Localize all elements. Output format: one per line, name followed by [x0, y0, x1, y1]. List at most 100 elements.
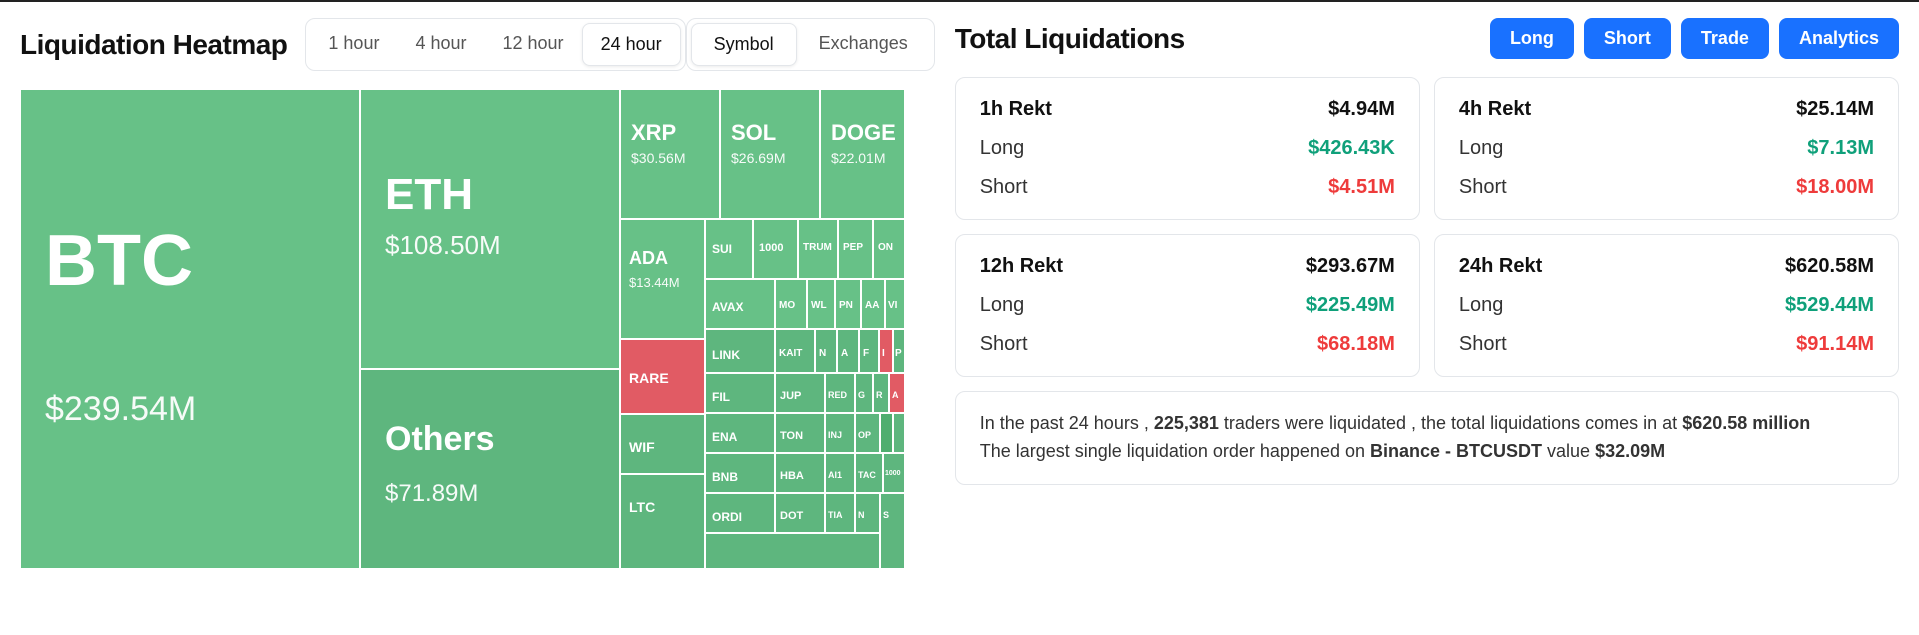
treemap-cell-DOT[interactable]: DOT — [775, 493, 825, 533]
stat-card-4h-rekt: 4h Rekt$25.14MLong$7.13MShort$18.00M — [1434, 77, 1899, 220]
treemap-cell-S[interactable]: S — [880, 493, 905, 569]
treemap-cell-blank[interactable] — [705, 533, 880, 569]
treemap-cell-LTC[interactable]: LTC — [620, 474, 705, 569]
action-buttons-group: LongShortTradeAnalytics — [1490, 18, 1899, 59]
treemap-cell-G[interactable]: G — [855, 373, 873, 413]
treemap-cell-R[interactable]: R — [873, 373, 889, 413]
time-tab-24-hour[interactable]: 24 hour — [582, 23, 681, 66]
treemap-cell-F[interactable]: F — [859, 329, 879, 373]
treemap-cell-I[interactable]: I — [879, 329, 893, 373]
stat-short-value: $91.14M — [1796, 333, 1874, 356]
view-tab-exchanges[interactable]: Exchanges — [797, 23, 930, 66]
stat-short-label: Short — [980, 176, 1028, 199]
stat-short-label: Short — [1459, 333, 1507, 356]
treemap-cell-RARE[interactable]: RARE — [620, 339, 705, 414]
treemap-cell-TIA[interactable]: TIA — [825, 493, 855, 533]
treemap-cell-SOL[interactable]: SOL$26.69M — [720, 89, 820, 219]
stat-card-12h-rekt: 12h Rekt $293.67M Long $225.49M Short $68.18M — [955, 234, 1420, 377]
treemap-cell-1000[interactable]: 1000 — [883, 453, 905, 493]
stat-total: $293.67M — [1306, 255, 1395, 278]
treemap-cell-A[interactable]: A — [889, 373, 905, 413]
stat-short-value: $68.18M — [1317, 333, 1395, 356]
long-button[interactable]: Long — [1490, 18, 1574, 59]
treemap-cell-N[interactable]: N — [815, 329, 837, 373]
stat-long-value: $529.44M — [1785, 294, 1874, 317]
treemap-cell-KAIT[interactable]: KAIT — [775, 329, 815, 373]
treemap-cell-AA[interactable]: AA — [861, 279, 885, 329]
stat-short-label: Short — [980, 333, 1028, 356]
treemap-cell-HBA[interactable]: HBA — [775, 453, 825, 493]
treemap-cell-SUI[interactable]: SUI — [705, 219, 753, 279]
treemap-cell-PEP[interactable]: PEP — [838, 219, 873, 279]
liquidation-treemap: BTC$239.54METH$108.50MOthers$71.89M XRP$3… — [20, 89, 905, 569]
short-button[interactable]: Short — [1584, 18, 1671, 59]
stat-long-label: Long — [980, 137, 1025, 160]
treemap-cell-BTC[interactable]: BTC$239.54M — [20, 89, 360, 569]
treemap-cell-DOGE[interactable]: DOGE$22.01M — [820, 89, 905, 219]
treemap-cell-FIL[interactable]: FIL — [705, 373, 775, 413]
view-mode-tabs: SymbolExchanges — [686, 18, 935, 71]
treemap-cell-VI[interactable]: VI — [885, 279, 905, 329]
treemap-cell-blank[interactable] — [880, 413, 893, 453]
stat-title: 12h Rekt — [980, 255, 1063, 278]
treemap-cell-ENA[interactable]: ENA — [705, 413, 775, 453]
treemap-cell-ON[interactable]: ON — [873, 219, 905, 279]
treemap-cell-TON[interactable]: TON — [775, 413, 825, 453]
stat-total: $25.14M — [1796, 98, 1874, 121]
treemap-cell-ETH[interactable]: ETH$108.50M — [360, 89, 620, 369]
stat-long-label: Long — [980, 294, 1025, 317]
totals-header: Total Liquidations LongShortTradeAnalyti… — [955, 18, 1899, 59]
stat-short-label: Short — [1459, 176, 1507, 199]
stat-title: 4h Rekt — [1459, 98, 1531, 121]
treemap-cell-XRP[interactable]: XRP$30.56M — [620, 89, 720, 219]
treemap-cell-MO[interactable]: MO — [775, 279, 807, 329]
treemap-cell-PN[interactable]: PN — [835, 279, 861, 329]
treemap-cell-JUP[interactable]: JUP — [775, 373, 825, 413]
stat-title: 24h Rekt — [1459, 255, 1542, 278]
summary-traders-count: 225,381 — [1154, 413, 1219, 433]
stat-long-label: Long — [1459, 137, 1504, 160]
stat-total: $620.58M — [1785, 255, 1874, 278]
summary-text-part: value — [1542, 441, 1595, 461]
time-tab-12-hour[interactable]: 12 hour — [485, 23, 582, 66]
summary-text-part: traders were liquidated , the total liqu… — [1219, 413, 1682, 433]
treemap-cell-LINK[interactable]: LINK — [705, 329, 775, 373]
treemap-cell-blank[interactable] — [893, 413, 905, 453]
treemap-cell-TRUM[interactable]: TRUM — [798, 219, 838, 279]
time-range-tabs: 1 hour4 hour12 hour24 hour — [305, 18, 685, 71]
stats-cards: 1h Rekt$4.94MLong$426.43KShort$4.51M4h R… — [955, 77, 1899, 377]
stat-card-1h-rekt: 1h Rekt$4.94MLong$426.43KShort$4.51M — [955, 77, 1420, 220]
treemap-cell-Others[interactable]: Others$71.89M — [360, 369, 620, 569]
total-liquidations-title: Total Liquidations — [955, 23, 1185, 55]
treemap-cell-N[interactable]: N — [855, 493, 880, 533]
treemap-cell-WL[interactable]: WL — [807, 279, 835, 329]
stat-long-value: $225.49M — [1306, 294, 1395, 317]
treemap-cell-P[interactable]: P — [893, 329, 905, 373]
time-tab-1-hour[interactable]: 1 hour — [310, 23, 397, 66]
stat-long-value: $7.13M — [1807, 137, 1874, 160]
treemap-cell-AI1[interactable]: AI1 — [825, 453, 855, 493]
analytics-button[interactable]: Analytics — [1779, 18, 1899, 59]
treemap-cell-1000[interactable]: 1000 — [753, 219, 798, 279]
treemap-cell-ADA[interactable]: ADA$13.44M — [620, 219, 705, 339]
summary-text-part: In the past 24 hours , — [980, 413, 1154, 433]
summary-total: $620.58 million — [1682, 413, 1810, 433]
stat-title: 1h Rekt — [980, 98, 1052, 121]
treemap-cell-AVAX[interactable]: AVAX — [705, 279, 775, 329]
stat-card-24h-rekt: 24h Rekt $620.58M Long $529.44M Short $91.14M — [1434, 234, 1899, 377]
stat-short-value: $4.51M — [1328, 176, 1395, 199]
treemap-cell-OP[interactable]: OP — [855, 413, 880, 453]
treemap-cell-BNB[interactable]: BNB — [705, 453, 775, 493]
view-tab-symbol[interactable]: Symbol — [691, 23, 797, 66]
treemap-cell-ORDI[interactable]: ORDI — [705, 493, 775, 533]
stat-long-value: $426.43K — [1308, 137, 1395, 160]
treemap-cell-A[interactable]: A — [837, 329, 859, 373]
treemap-cell-INJ[interactable]: INJ — [825, 413, 855, 453]
stat-long-label: Long — [1459, 294, 1504, 317]
treemap-cell-RED[interactable]: RED — [825, 373, 855, 413]
trade-button[interactable]: Trade — [1681, 18, 1769, 59]
time-tab-4-hour[interactable]: 4 hour — [397, 23, 484, 66]
treemap-cell-WIF[interactable]: WIF — [620, 414, 705, 474]
treemap-cell-TAC[interactable]: TAC — [855, 453, 883, 493]
heatmap-title: Liquidation Heatmap — [20, 29, 287, 61]
